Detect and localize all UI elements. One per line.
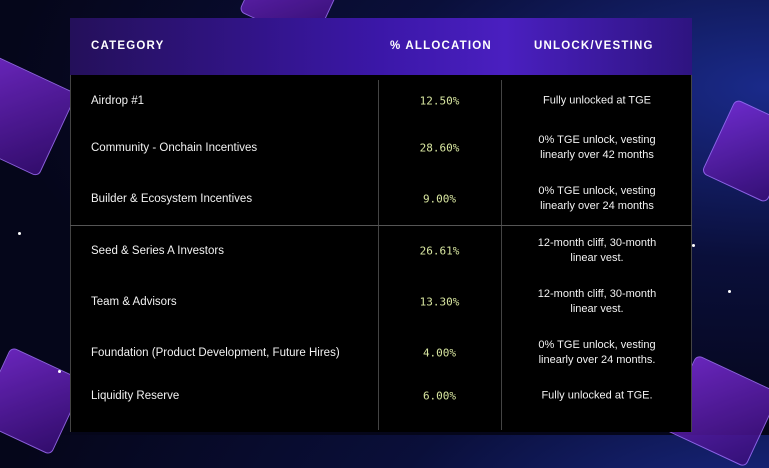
vesting-cell: Fully unlocked at TGE [542,94,651,107]
allocation-cell: 13.30% [419,295,460,309]
table-header: CATEGORY % ALLOCATION UNLOCK/VESTING [70,18,692,75]
header-allocation: % ALLOCATION [390,40,492,52]
header-vesting: UNLOCK/VESTING [534,40,654,52]
star [728,290,731,293]
category-cell: Team & Advisors [91,296,177,308]
table-border [691,75,692,432]
allocation-cell: 12.50% [419,94,460,108]
star [692,244,695,247]
category-cell: Airdrop #1 [91,95,145,107]
category-cell: Liquidity Reserve [91,390,180,402]
table-border [70,75,71,432]
decorative-cube [701,98,769,204]
category-cell: Builder & Ecosystem Incentives [91,193,253,205]
token-allocation-table: CATEGORY % ALLOCATION UNLOCK/VESTING Air… [70,18,692,432]
category-cell: Foundation (Product Development, Future … [91,347,340,359]
column-divider [501,80,502,430]
vesting-cell: 12-month cliff, 30-month linear vest. [537,237,657,264]
star [58,370,61,373]
allocation-cell: 26.61% [419,244,460,258]
vesting-cell: 0% TGE unlock, vesting linearly over 24 … [538,339,656,366]
vesting-cell: Fully unlocked at TGE. [541,389,653,402]
decorative-cube [0,54,78,178]
category-cell: Seed & Series A Investors [91,245,224,257]
header-category: CATEGORY [91,40,165,52]
vesting-cell: 0% TGE unlock, vesting linearly over 42 … [538,134,656,161]
allocation-cell: 9.00% [422,192,457,206]
allocation-cell: 6.00% [422,389,457,403]
row-divider [70,225,692,226]
column-divider [378,80,379,430]
star [18,232,21,235]
allocation-cell: 28.60% [419,141,460,155]
allocation-cell: 4.00% [422,346,457,360]
category-cell: Community - Onchain Incentives [91,142,258,154]
vesting-cell: 0% TGE unlock, vesting linearly over 24 … [538,185,656,212]
vesting-cell: 12-month cliff, 30-month linear vest. [537,288,657,315]
